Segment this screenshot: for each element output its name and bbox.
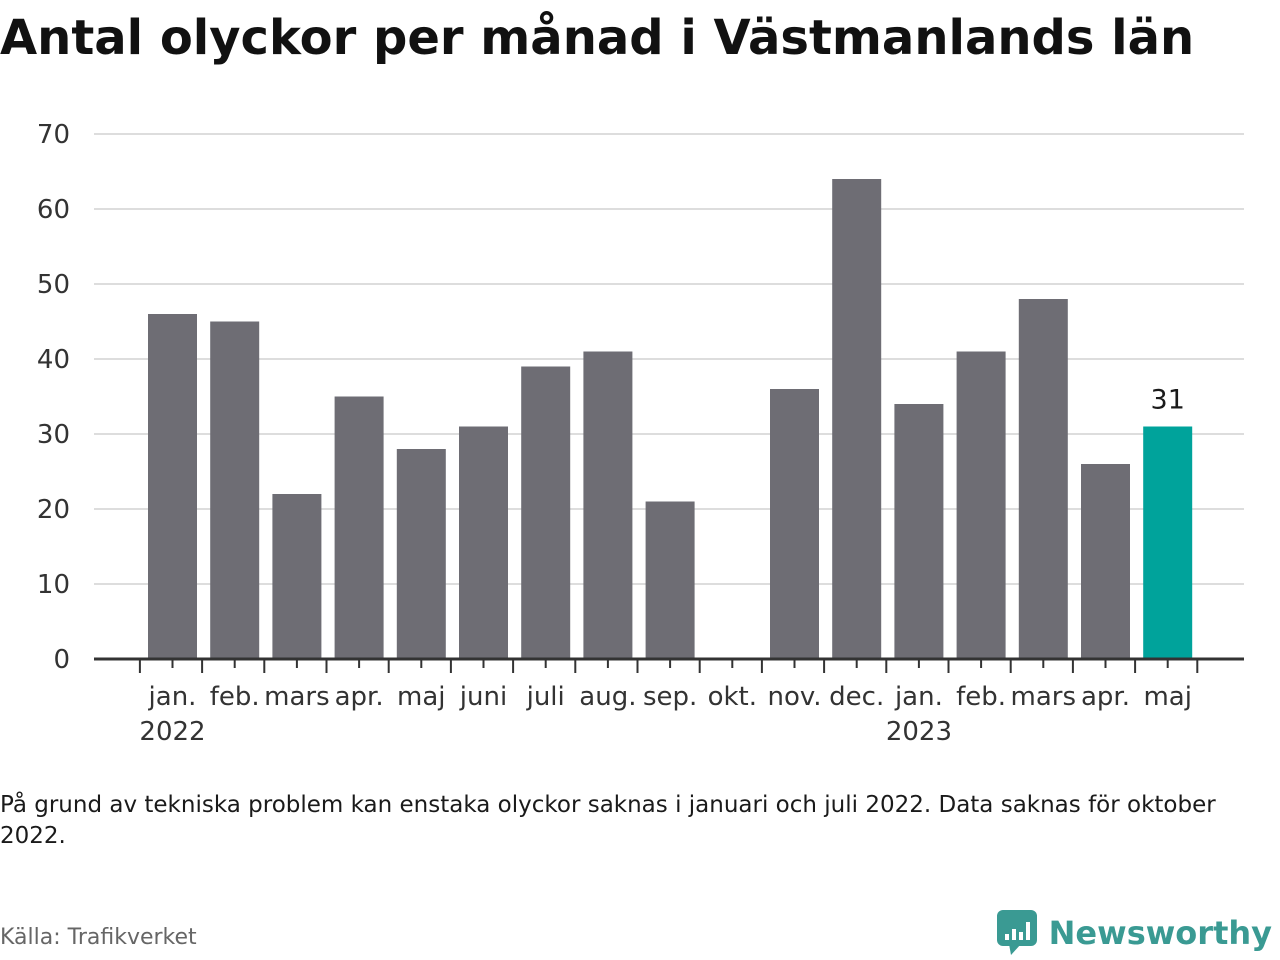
bar <box>148 314 197 659</box>
bar <box>459 426 508 659</box>
newsworthy-logo: Newsworthy <box>996 906 1272 960</box>
year-label: 2022 <box>139 717 205 747</box>
bar <box>396 449 446 659</box>
data-label-highlight: 31 <box>1151 385 1185 416</box>
x-tick-label: dec. <box>829 682 884 712</box>
y-tick-label: 50 <box>37 270 70 300</box>
x-tick-label: maj <box>1143 682 1191 712</box>
bar <box>334 396 384 659</box>
bar <box>956 351 1006 659</box>
bars <box>148 179 1193 659</box>
bar <box>1081 464 1130 659</box>
y-tick-label: 40 <box>37 345 70 375</box>
newsworthy-chart-bubble-icon <box>996 910 1037 955</box>
x-tick-label: jan. <box>894 682 943 712</box>
year-label: 2023 <box>886 717 952 747</box>
x-tick-label: sep. <box>643 682 697 712</box>
bar <box>210 321 260 659</box>
y-tick-label: 60 <box>37 195 70 225</box>
x-tick-label: aug. <box>579 682 636 712</box>
x-tick-label: maj <box>397 682 445 712</box>
bar <box>583 351 633 659</box>
x-tick-label: apr. <box>1081 682 1130 712</box>
bar <box>1018 299 1068 659</box>
chart-title: Antal olyckor per månad i Västmanlands l… <box>0 10 1195 66</box>
y-tick-label: 0 <box>53 645 70 675</box>
footnote: På grund av tekniska problem kan enstaka… <box>0 792 1216 849</box>
brand-name: Newsworthy <box>1048 914 1272 952</box>
x-tick-label: mars <box>264 682 330 712</box>
x-tick-label: juli <box>526 682 565 712</box>
bar <box>832 179 882 659</box>
source-credit: Källa: Trafikverket <box>0 925 197 950</box>
bar <box>894 404 944 659</box>
x-tick-label: nov. <box>767 682 821 712</box>
y-tick-label: 10 <box>37 570 70 600</box>
x-tick-label: feb. <box>210 682 260 712</box>
y-tick-label: 70 <box>37 120 70 150</box>
bar <box>521 366 571 659</box>
bar <box>770 389 819 659</box>
bar <box>645 501 695 659</box>
bar <box>272 494 322 659</box>
y-tick-label: 30 <box>37 420 70 450</box>
bar-highlight <box>1143 426 1193 659</box>
y-tick-label: 20 <box>37 495 70 525</box>
x-tick-label: okt. <box>708 682 757 712</box>
x-tick-label: mars <box>1011 682 1077 712</box>
x-tick-label: apr. <box>335 682 384 712</box>
x-tick-label: juni <box>459 682 507 712</box>
x-axis <box>94 657 1244 673</box>
x-tick-label: feb. <box>956 682 1006 712</box>
x-tick-label: jan. <box>148 682 197 712</box>
